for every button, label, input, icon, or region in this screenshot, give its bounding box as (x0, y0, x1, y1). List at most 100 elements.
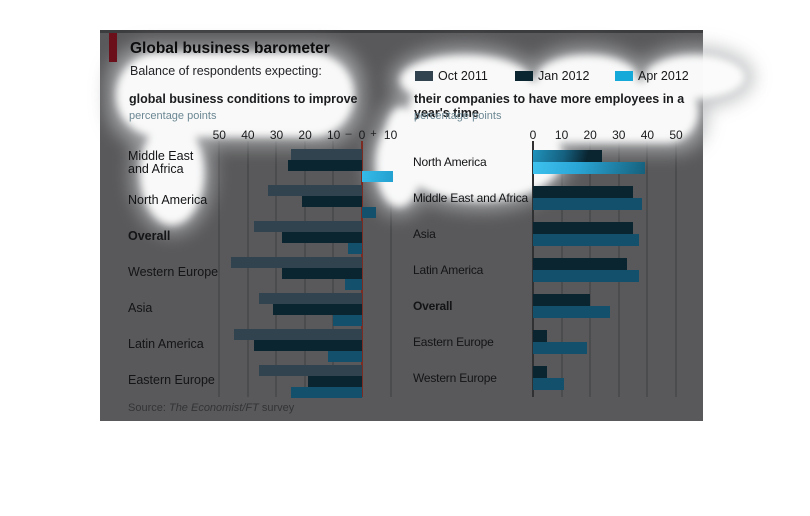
bar-jan-2012 (273, 304, 362, 315)
bar-oct-2011 (230, 257, 362, 268)
legend-swatch (615, 71, 633, 81)
chart-panel: Global business barometer Balance of res… (100, 30, 754, 421)
right-chart-title: their companies to have more employees i… (414, 92, 685, 120)
bar-apr-2012 (533, 270, 639, 282)
gridline (275, 141, 278, 397)
bar-oct-2011 (259, 365, 362, 376)
category-label: Middle East and Africa (413, 190, 528, 205)
axis-tick-label: 10 (383, 128, 398, 142)
zero-axis-line (361, 141, 363, 397)
chart-content: 50 40 30 20 10–0 +10 Middle East and Africa Nort… (100, 33, 703, 421)
bar-jan-2012 (533, 258, 628, 270)
gridline (218, 141, 221, 397)
axis-tick-label: 50 (669, 128, 683, 142)
highlight-blob-shape (645, 55, 745, 99)
bar-jan-2012 (287, 160, 362, 171)
right-chart-unit-label: percentage points (414, 110, 502, 122)
legend-swatch (415, 71, 433, 81)
bar-apr-2012 (347, 243, 362, 254)
axis-tick-label: + (370, 128, 377, 140)
legend-item: Jan 2012 (515, 69, 605, 83)
bar-jan-2012 (253, 340, 362, 351)
bar-apr-2012 (533, 378, 565, 390)
bar-jan-2012 (533, 294, 591, 306)
category-label: Western Europe (128, 265, 219, 279)
axis-tick-label: 10 (327, 128, 341, 142)
legend-label: Apr 2012 (638, 69, 689, 83)
category-label: Latin America (128, 337, 204, 351)
legend-label: Oct 2011 (438, 69, 488, 83)
chart-subtitle: Balance of respondents expecting: (130, 64, 322, 78)
category-label: North America (413, 154, 487, 169)
source-note: Source: The Economist/FT survey (128, 402, 294, 414)
bar-oct-2011 (259, 293, 362, 304)
source-prefix: Source: (128, 402, 169, 414)
axis-tick-label: 20 (298, 128, 312, 142)
left-chart-unit-label: percentage points (129, 110, 217, 122)
category-label: North America (128, 193, 208, 207)
axis-tick-label: 40 (241, 128, 255, 142)
gridline (646, 141, 649, 397)
bar-jan-2012 (533, 186, 634, 198)
category-label: Eastern Europe (413, 334, 494, 349)
axis-tick-label: 40 (640, 128, 655, 142)
bar-jan-2012 (282, 268, 362, 279)
category-label: Overall (128, 229, 171, 243)
bar-oct-2011 (267, 185, 362, 196)
red-accent-bar (109, 33, 117, 62)
bar-apr-2012 (533, 306, 611, 318)
bar-jan-2012 (533, 222, 634, 234)
chart-main-title: Global business barometer (130, 40, 330, 57)
highlight-blob-shape (116, 53, 354, 137)
bar-jan-2012 (533, 150, 602, 162)
category-label: Latin America (413, 262, 484, 277)
bar-apr-2012 (533, 234, 639, 246)
bar-oct-2011 (233, 329, 362, 340)
bar-apr-2012 (533, 162, 645, 174)
axis-tick-label: 30 (269, 128, 284, 142)
bar-apr-2012 (333, 315, 362, 326)
bar-jan-2012 (533, 330, 548, 342)
bar-apr-2012 (344, 279, 362, 290)
legend-swatch (515, 71, 533, 81)
axis-tick-label: 20 (583, 128, 597, 142)
category-label: Asia (413, 226, 436, 241)
category-label: Asia (128, 301, 153, 315)
legend-item: Oct 2011 (415, 69, 505, 83)
axis-tick-label: 0 (529, 128, 537, 142)
axis-tick-label: 30 (612, 128, 626, 142)
bar-jan-2012 (533, 366, 548, 378)
category-label: Middle East and Africa (128, 149, 194, 176)
axis-tick-label: – (345, 128, 352, 140)
gridline (246, 141, 249, 397)
bar-apr-2012 (533, 342, 588, 354)
bar-apr-2012 (533, 198, 642, 210)
bar-apr-2012 (362, 171, 394, 182)
left-chart-title: global business conditions to improve (129, 92, 358, 106)
bar-oct-2011 (253, 221, 362, 232)
category-label: Eastern Europe (128, 373, 215, 387)
bar-jan-2012 (307, 376, 362, 387)
legend: Oct 2011 Jan 2012 Apr 2012 (100, 69, 703, 85)
gridline (389, 141, 392, 397)
bar-apr-2012 (327, 351, 362, 362)
source-suffix: survey (258, 402, 295, 414)
bar-apr-2012 (290, 387, 362, 398)
source-publication: The Economist/FT (168, 402, 259, 414)
bar-apr-2012 (362, 207, 377, 218)
highlight-blob-shape (140, 121, 204, 225)
legend-item: Apr 2012 (615, 69, 705, 83)
axis-tick-label: 10 (554, 128, 569, 142)
highlight-annotation (100, 33, 745, 421)
axis-tick-label: 50 (212, 128, 226, 142)
bar-jan-2012 (282, 232, 362, 243)
gridline (675, 141, 677, 397)
bar-oct-2011 (290, 149, 362, 160)
category-label: Overall (413, 298, 453, 313)
legend-label: Jan 2012 (538, 69, 590, 83)
highlight-blob-shape (376, 121, 422, 207)
category-label: Western Europe (413, 370, 497, 385)
axis-tick-label: 0 (358, 128, 366, 142)
bar-jan-2012 (302, 196, 362, 207)
